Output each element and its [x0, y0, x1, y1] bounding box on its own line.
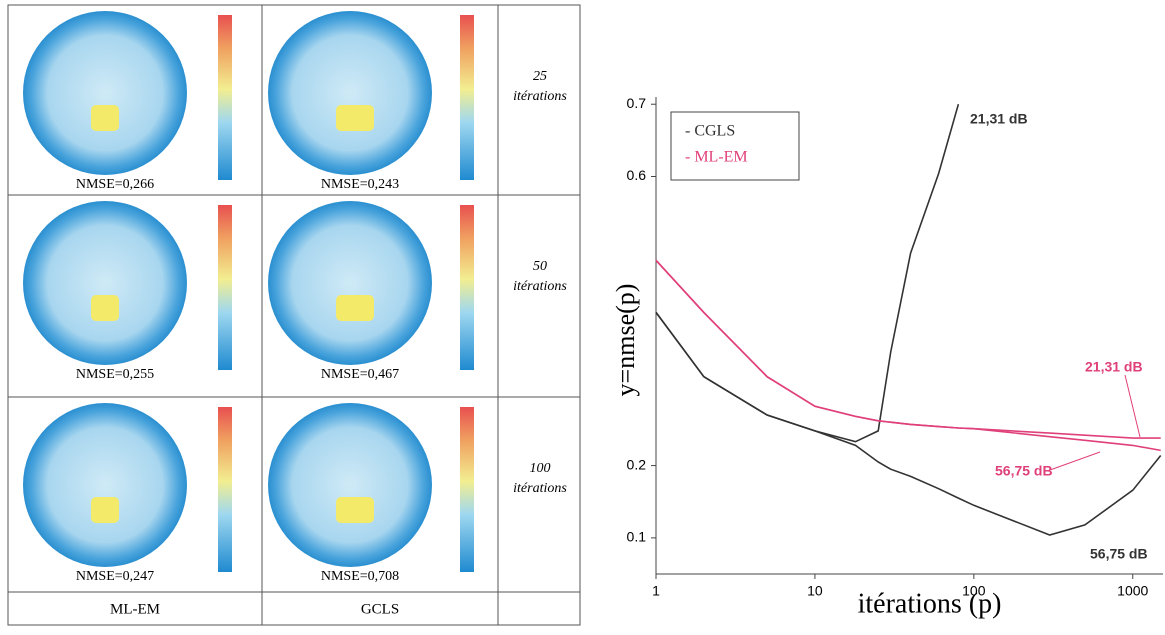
- column-label: ML-EM: [110, 601, 160, 617]
- x-axis-label: itérations (p): [858, 588, 1002, 619]
- annotation-leader: [1124, 374, 1141, 438]
- hot-spot: [336, 497, 374, 523]
- image-table: [7, 4, 581, 626]
- iteration-count: 25: [533, 69, 547, 84]
- series-line: [655, 259, 1161, 452]
- iteration-count: 100: [530, 461, 551, 476]
- curve-annotation: 56,75 dB: [995, 463, 1053, 479]
- x-tick-label: 1: [652, 583, 660, 599]
- iteration-word: itérations: [513, 89, 567, 104]
- reconstruction-image: [23, 403, 187, 567]
- y-tick-label: 0.6: [627, 167, 647, 183]
- iteration-word: itérations: [513, 481, 567, 496]
- y-axis-label: y=nmse(p): [611, 284, 640, 397]
- x-tick-label: 100: [962, 583, 986, 599]
- reconstruction-image: [268, 11, 432, 175]
- reconstruction-image: [23, 11, 187, 175]
- hot-spot: [336, 295, 374, 321]
- nmse-label: NMSE=0,247: [76, 569, 154, 584]
- color-bar: [218, 205, 232, 370]
- series-line: [655, 259, 1161, 439]
- color-bar: [218, 407, 232, 572]
- curve-annotation: 56,75 dB: [1090, 546, 1148, 562]
- color-bar: [460, 407, 474, 572]
- annotation-leader: [1049, 451, 1101, 471]
- reconstruction-image: [23, 201, 187, 365]
- y-tick-label: 0.1: [627, 529, 647, 545]
- hot-spot: [91, 295, 119, 321]
- nmse-label: NMSE=0,708: [321, 569, 399, 584]
- column-label: GCLS: [361, 601, 399, 617]
- y-tick-label: 0.7: [627, 95, 647, 111]
- nmse-label: NMSE=0,255: [76, 367, 154, 382]
- reconstruction-image: [268, 403, 432, 567]
- color-bar: [218, 15, 232, 180]
- reconstruction-image: [268, 201, 432, 365]
- color-bar: [460, 15, 474, 180]
- curve-annotation: 21,31 dB: [970, 111, 1028, 127]
- table-border: [7, 4, 581, 626]
- legend-entry: - CGLS: [685, 123, 735, 140]
- hot-spot: [91, 497, 119, 523]
- nmse-label: NMSE=0,266: [76, 177, 154, 192]
- y-tick-label: 0.2: [627, 456, 647, 472]
- hot-spot: [336, 105, 374, 131]
- legend-entry: - ML-EM: [685, 149, 748, 166]
- x-tick-label: 1000: [1117, 583, 1148, 599]
- legend-box: [670, 111, 800, 181]
- iteration-count: 50: [533, 259, 547, 274]
- series-line: [655, 311, 1162, 536]
- x-tick-label: 10: [807, 583, 823, 599]
- hot-spot: [91, 105, 119, 131]
- color-bar: [460, 205, 474, 370]
- iteration-word: itérations: [513, 279, 567, 294]
- nmse-label: NMSE=0,243: [321, 177, 399, 192]
- nmse-label: NMSE=0,467: [321, 367, 399, 382]
- chart: 0.1 0.2 0.6 0.7 1 10 100 1000 itérations (p) y=nm…: [611, 95, 1163, 619]
- curve-annotation: 21,31 dB: [1085, 359, 1143, 375]
